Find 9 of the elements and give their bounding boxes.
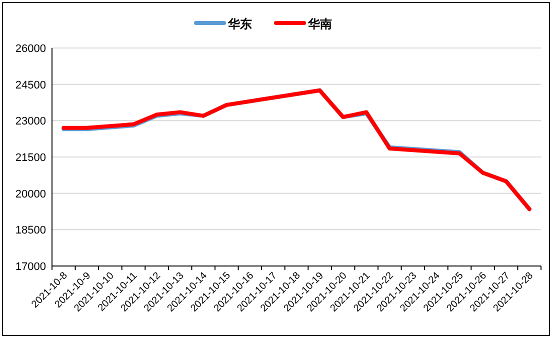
y-tick-label: 21500 bbox=[15, 152, 46, 164]
y-tick-label: 20000 bbox=[15, 188, 46, 200]
legend-label: 华南 bbox=[307, 17, 332, 31]
y-tick-label: 26000 bbox=[15, 43, 46, 55]
y-tick-label: 18500 bbox=[15, 224, 46, 237]
y-tick-label: 24500 bbox=[15, 79, 46, 92]
legend-label: 华东 bbox=[227, 17, 252, 31]
y-tick-label: 17000 bbox=[15, 261, 46, 273]
y-tick-label: 23000 bbox=[15, 116, 46, 128]
